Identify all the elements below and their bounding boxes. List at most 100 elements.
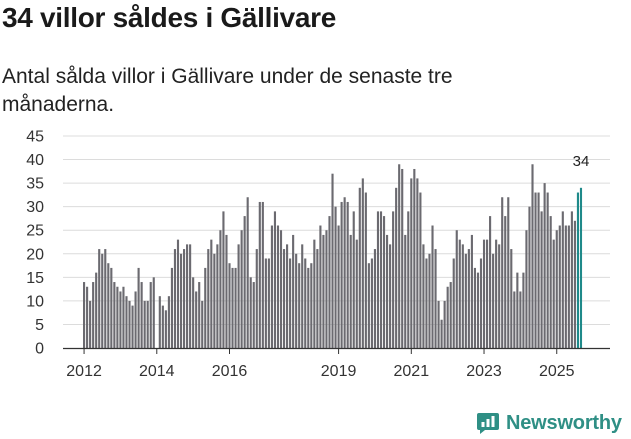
bar [104,249,107,348]
bar [370,258,373,348]
bar [501,197,504,348]
bar [316,249,319,348]
bar [301,244,304,348]
bar [243,216,246,348]
chart-bars [83,164,583,348]
bar [310,263,313,348]
bar [170,267,173,348]
bar [331,173,334,348]
bar [195,291,198,348]
bar [176,239,180,348]
bar [492,253,495,348]
bar [537,192,540,348]
bar [89,300,92,348]
bar [119,291,122,348]
bar [522,272,525,348]
bar [540,211,543,348]
bar [495,239,498,348]
bar [192,277,195,348]
bar [419,192,422,348]
bar [504,216,507,348]
bar [328,216,331,348]
bar [425,258,428,348]
bar [549,216,552,348]
bar [386,234,389,348]
bar [286,244,289,348]
data-label: 34 [573,153,590,170]
bar [552,239,555,348]
y-tick-label: 35 [26,176,44,193]
x-tick-label: 2019 [321,363,357,380]
bar [510,249,513,348]
bar [561,211,564,348]
bar [149,282,152,348]
bar [110,267,113,348]
bar [137,267,140,348]
bar [228,263,231,348]
bar [146,300,149,348]
bar [131,305,134,348]
bar [282,249,286,348]
bar [476,272,480,348]
brand-logo[interactable]: Newsworthy [476,408,622,438]
bar [298,263,301,348]
bar [555,230,558,348]
y-tick-label: 10 [26,293,44,310]
bar [516,272,519,348]
bar [182,249,186,348]
y-tick-label: 25 [26,223,44,240]
bar [440,319,443,348]
bar [485,239,489,348]
bar [295,253,298,348]
bar [498,244,501,348]
bar [143,300,146,348]
bar [579,187,583,348]
x-tick-label: 2023 [466,363,502,380]
bar [346,201,349,348]
bar [407,211,410,348]
bar [204,267,207,348]
bar [340,201,343,348]
newsworthy-logo-icon [477,413,499,434]
bar [398,164,401,348]
bar [464,253,467,348]
bar [382,216,386,348]
bar [198,282,201,348]
bar [413,168,416,348]
bar [128,300,131,348]
bar [531,164,534,348]
bar [158,296,161,348]
bar [470,234,473,348]
bar [343,197,346,348]
bar [255,249,258,348]
bar [389,244,392,348]
bar [458,239,461,348]
x-tick-label: 2014 [139,363,175,380]
bar [167,296,170,348]
bar [567,225,570,348]
bar [258,201,261,348]
bar [558,225,561,348]
bar [461,244,464,348]
bar [361,178,364,348]
y-tick-label: 20 [26,246,44,263]
bar [270,225,273,348]
bar [395,187,398,348]
bar [376,211,380,348]
bar [443,300,446,348]
bar [473,267,476,348]
bar [279,230,283,348]
bar [116,286,119,348]
bar [467,249,470,348]
bar [319,225,322,348]
bar [428,253,431,348]
bar [134,291,137,348]
page-title: 34 villor såldes i Gällivare [2,2,337,33]
bar [564,225,567,348]
bar [404,234,407,348]
bar [401,168,404,348]
bar [261,201,264,348]
bar [125,296,128,348]
bar [519,291,522,348]
y-tick-label: 40 [26,152,44,169]
